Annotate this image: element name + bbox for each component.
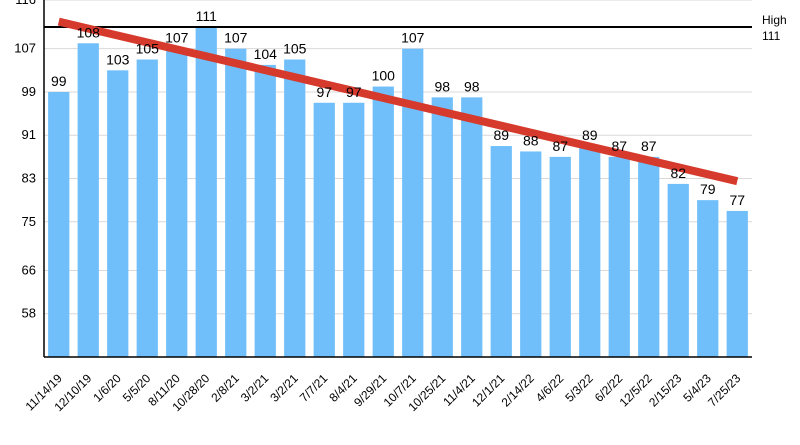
x-tick-label: 7/7/21 [297, 371, 331, 405]
x-tick-label: 3/2/21 [267, 371, 301, 405]
bar [166, 48, 188, 357]
bar [490, 146, 512, 357]
bar [549, 156, 571, 357]
bar [402, 48, 424, 357]
bar [225, 48, 247, 357]
bar [136, 59, 158, 357]
data-label: 89 [582, 127, 598, 143]
bar [697, 200, 719, 357]
data-label: 98 [434, 78, 450, 94]
data-label: 107 [165, 30, 189, 46]
bar [313, 102, 335, 357]
bars [48, 27, 748, 358]
data-label: 89 [493, 127, 509, 143]
y-tick-label: 91 [22, 127, 36, 142]
data-label: 77 [729, 192, 745, 208]
bar [461, 97, 483, 357]
data-label: 105 [283, 41, 307, 57]
data-label: 104 [254, 46, 278, 62]
y-tick-label: 116 [15, 0, 36, 7]
data-label: 87 [641, 138, 657, 154]
data-label: 99 [51, 73, 67, 89]
x-tick-label: 2/15/23 [646, 371, 684, 409]
bar [520, 151, 542, 357]
y-tick-label: 75 [22, 214, 36, 229]
x-tick-label: 1/6/20 [90, 371, 124, 405]
bar [254, 64, 276, 357]
bar [77, 43, 99, 357]
data-label: 82 [670, 165, 686, 181]
bar [48, 91, 70, 358]
y-tick-label: 83 [22, 171, 36, 186]
data-label: 87 [611, 138, 627, 154]
bar [343, 102, 365, 357]
data-label: 88 [523, 132, 539, 148]
bar [579, 146, 601, 357]
bar [107, 70, 129, 358]
bar [638, 156, 660, 357]
data-label: 97 [346, 84, 362, 100]
x-axis-labels: 11/14/1912/10/191/6/205/5/208/11/2010/28… [23, 371, 744, 414]
bar [667, 183, 689, 357]
bar [431, 97, 453, 357]
x-tick-label: 2/8/21 [208, 371, 242, 405]
data-label: 105 [136, 41, 160, 57]
x-tick-label: 3/2/21 [238, 371, 272, 405]
data-label: 111 [196, 8, 217, 24]
x-tick-label: 2/14/22 [499, 371, 537, 409]
bar [726, 210, 748, 357]
x-tick-label: 7/25/23 [705, 371, 743, 409]
y-tick-label: 107 [14, 41, 36, 56]
data-label: 107 [224, 30, 248, 46]
bar [372, 86, 394, 357]
high-line-value: 111 [762, 29, 781, 43]
bar [284, 59, 306, 357]
y-axis-ticks: 58 66 75 83 91 99 107 116 [14, 0, 36, 321]
data-label: 107 [401, 30, 425, 46]
y-tick-label: 99 [22, 84, 36, 99]
x-tick-label: 4/6/22 [533, 371, 567, 405]
bar [195, 27, 217, 358]
high-line-label: High [762, 13, 787, 27]
y-tick-label: 66 [22, 262, 36, 277]
data-label: 87 [552, 138, 568, 154]
data-label: 79 [700, 181, 716, 197]
data-labels: 99 108 103 105 107 111 107 104 105 97 97 100 107 98 98… [51, 8, 745, 208]
data-label: 103 [106, 51, 130, 67]
trend-line [57, 17, 739, 186]
bar [608, 156, 630, 357]
data-label: 108 [77, 24, 101, 40]
y-tick-label: 58 [22, 306, 36, 321]
data-label: 98 [464, 78, 480, 94]
data-label: 97 [316, 84, 332, 100]
data-label: 100 [372, 68, 396, 84]
x-tick-label: 5/3/22 [562, 371, 596, 405]
